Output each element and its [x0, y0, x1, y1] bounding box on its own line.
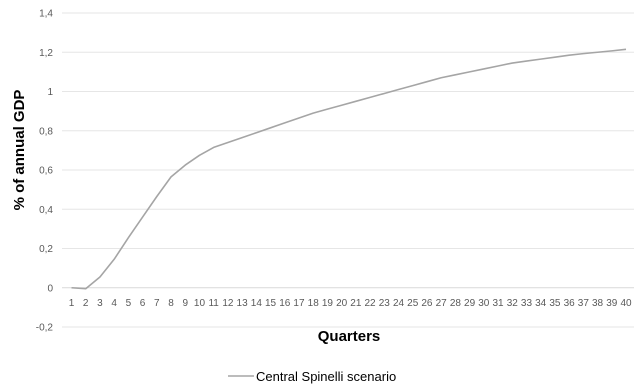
x-tick-label: 10 [194, 298, 206, 309]
y-tick-label: 0 [47, 283, 53, 294]
y-tick-label: 0,6 [39, 166, 53, 177]
y-tick-label: 1,4 [39, 9, 53, 20]
x-tick-label: 29 [464, 298, 476, 309]
y-tick-label: 1,2 [39, 48, 53, 59]
x-tick-label: 28 [450, 298, 462, 309]
series-lines [71, 48, 627, 290]
x-tick-label: 3 [97, 298, 103, 309]
x-tick-label: 26 [421, 298, 433, 309]
x-tick-label: 30 [478, 298, 490, 309]
x-tick-label: 11 [208, 298, 219, 309]
x-tick-label: 5 [126, 298, 132, 309]
x-tick-label: 21 [350, 298, 362, 309]
x-tick-label: 22 [365, 298, 377, 309]
x-axis-title: Quarters [318, 328, 381, 345]
x-tick-label: 14 [251, 298, 263, 309]
series-line-central-spinelli [71, 48, 627, 290]
x-tick-label: 37 [578, 298, 590, 309]
x-tick-label: 16 [279, 298, 291, 309]
x-tick-label: 23 [379, 298, 391, 309]
x-tick-label: 40 [620, 298, 632, 309]
legend: Central Spinelli scenario [228, 369, 396, 384]
x-tick-label: 2 [83, 298, 89, 309]
x-tick-label: 4 [111, 298, 117, 309]
x-tick-label: 18 [308, 298, 320, 309]
gridlines [62, 12, 634, 328]
x-tick-label: 34 [535, 298, 547, 309]
x-tick-label: 6 [140, 298, 146, 309]
x-tick-label: 33 [521, 298, 533, 309]
y-tick-label: 1 [47, 87, 53, 98]
x-tick-label: 38 [592, 298, 604, 309]
y-tick-label: -0,2 [36, 323, 54, 334]
x-tick-label: 36 [564, 298, 576, 309]
x-tick-label: 39 [606, 298, 618, 309]
y-tick-label: 0,4 [39, 205, 53, 216]
x-tick-label: 19 [322, 298, 334, 309]
x-tick-label: 1 [69, 298, 75, 309]
x-tick-label: 31 [492, 298, 504, 309]
x-tick-label: 35 [549, 298, 561, 309]
x-tick-label: 32 [507, 298, 519, 309]
x-tick-label: 24 [393, 298, 405, 309]
x-tick-label: 20 [336, 298, 348, 309]
y-tick-label: 0,2 [39, 244, 53, 255]
legend-label: Central Spinelli scenario [256, 369, 396, 384]
x-tick-label: 13 [237, 298, 249, 309]
x-tick-label: 8 [168, 298, 174, 309]
x-tick-label: 7 [154, 298, 160, 309]
x-tick-label: 17 [293, 298, 305, 309]
x-tick-label: 9 [182, 298, 188, 309]
x-tick-label: 15 [265, 298, 277, 309]
x-tick-labels: 1 2 3 4 5 6 7 8 9 10 11 12 13 14 15 16 17 18 19 20 21 22 23 24 2… [69, 298, 632, 309]
y-tick-label: 0,8 [39, 126, 53, 137]
y-tick-labels: -0,2 0 0,2 0,4 0,6 0,8 1 1,2 1,4 [36, 9, 54, 334]
x-tick-label: 25 [407, 298, 419, 309]
x-tick-label: 12 [222, 298, 234, 309]
x-tick-label: 27 [436, 298, 448, 309]
y-axis-title: % of annual GDP [11, 90, 28, 211]
